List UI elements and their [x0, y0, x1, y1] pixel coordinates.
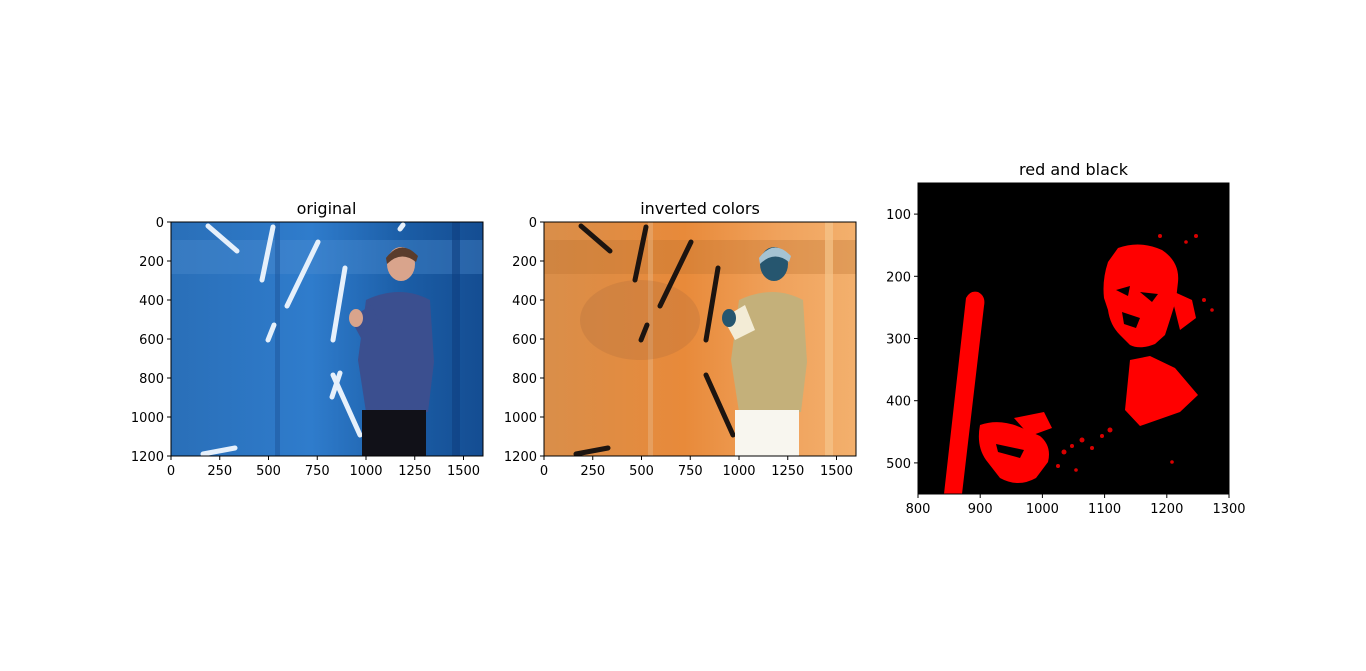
- x-tick-label: 1300: [1212, 502, 1245, 517]
- x-tick-label: 1250: [771, 464, 804, 479]
- tick-group-red-black: 800 900 1000 1100 1200 1300 100 200 300 400 500: [886, 208, 1245, 517]
- y-tick-label: 200: [886, 270, 911, 285]
- x-tick-label: 750: [305, 464, 330, 479]
- x-tick-label: 500: [629, 464, 654, 479]
- y-tick-label: 1000: [131, 411, 164, 426]
- tick-group-inverted: 0 250 500 750 1000 1250 1500 0 200 400 600 800 1000 1…: [504, 216, 853, 479]
- x-tick-label: 1500: [447, 464, 480, 479]
- subplot-title-original: original: [297, 199, 357, 218]
- x-tick-label: 750: [678, 464, 703, 479]
- x-tick-label: 1200: [1150, 502, 1183, 517]
- y-tick-label: 200: [512, 255, 537, 270]
- x-tick-label: 1000: [1026, 502, 1059, 517]
- x-tick-label: 1500: [820, 464, 853, 479]
- image-inverted: [544, 222, 856, 456]
- y-tick-label: 800: [139, 372, 164, 387]
- image-red-black: [918, 183, 1229, 494]
- y-tick-label: 500: [886, 457, 911, 472]
- y-tick-label: 1000: [504, 411, 537, 426]
- tick-group-original: 0 250 500 750 1000 1250 1500 0 200 400 600 800 1000 1…: [131, 216, 480, 479]
- subplot-original: original: [131, 199, 484, 479]
- subplot-inverted: inverted colors 0 250: [504, 199, 857, 479]
- y-tick-label: 1200: [131, 450, 164, 465]
- image-original: [171, 222, 483, 456]
- y-tick-label: 800: [512, 372, 537, 387]
- x-tick-label: 1000: [349, 464, 382, 479]
- subplot-title-inverted: inverted colors: [640, 199, 760, 218]
- y-tick-label: 600: [512, 333, 537, 348]
- x-tick-label: 250: [207, 464, 232, 479]
- x-tick-label: 1250: [398, 464, 431, 479]
- y-tick-label: 0: [156, 216, 164, 231]
- y-tick-label: 600: [139, 333, 164, 348]
- x-tick-label: 900: [968, 502, 993, 517]
- x-tick-label: 250: [580, 464, 605, 479]
- x-tick-label: 800: [906, 502, 931, 517]
- subplot-title-red-black: red and black: [1019, 160, 1129, 179]
- y-tick-label: 1200: [504, 450, 537, 465]
- x-tick-label: 0: [167, 464, 175, 479]
- y-tick-label: 100: [886, 208, 911, 223]
- subplot-red-black: red and black: [886, 160, 1245, 517]
- y-tick-label: 200: [139, 255, 164, 270]
- y-tick-label: 400: [139, 294, 164, 309]
- x-tick-label: 1000: [722, 464, 755, 479]
- x-tick-label: 1100: [1088, 502, 1121, 517]
- x-tick-label: 500: [256, 464, 281, 479]
- x-tick-label: 0: [540, 464, 548, 479]
- y-tick-label: 300: [886, 333, 911, 348]
- y-tick-label: 400: [512, 294, 537, 309]
- y-tick-label: 400: [886, 395, 911, 410]
- y-tick-label: 0: [529, 216, 537, 231]
